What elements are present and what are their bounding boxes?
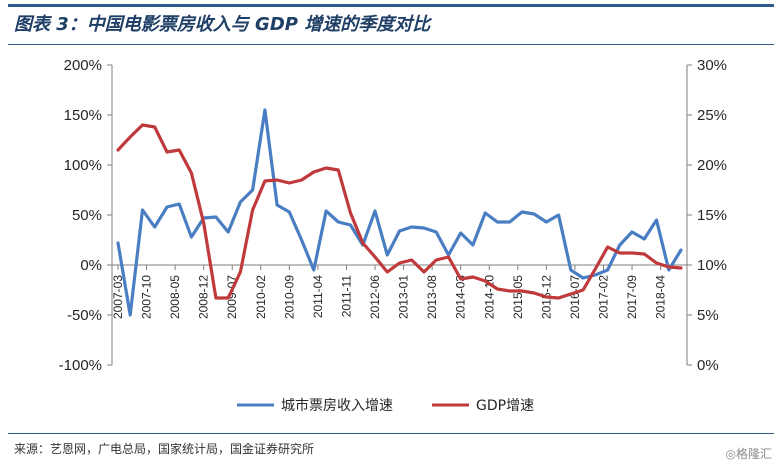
right-tick-label: 20% — [697, 157, 727, 174]
series-layer — [116, 108, 683, 317]
x-tick-label: 2012-06 — [368, 275, 382, 319]
x-tick-label: 2016-07 — [568, 275, 582, 319]
source-note: 来源：艺恩网，广电总局，国家统计局，国金证券研究所 — [14, 442, 315, 456]
x-tick-label: 2007-03 — [111, 275, 125, 319]
x-tick-label: 2017-02 — [596, 275, 610, 319]
left-tick-label: -50% — [67, 307, 102, 324]
right-axis-ticks: 30% 25% 20% 15% 10% 5% 0% — [687, 57, 727, 374]
left-tick-label: 100% — [64, 157, 102, 174]
top-rule — [8, 4, 774, 7]
series-line-gdp — [116, 123, 683, 300]
left-tick-label: 50% — [72, 207, 102, 224]
x-tick-label: 2013-08 — [425, 275, 439, 319]
x-tick-label: 2008-12 — [197, 275, 211, 319]
x-tick-label: 2014-03 — [454, 275, 468, 319]
left-tick-label: -100% — [59, 357, 102, 374]
chart: 200% 150% 100% 50% 0% -50% -100% 30% 25% 20% 15% 1… — [59, 57, 727, 414]
left-tick-label: 150% — [64, 107, 102, 124]
bottom-rule — [8, 433, 774, 434]
legend-label-gdp: GDP增速 — [476, 398, 534, 414]
right-tick-label: 5% — [697, 307, 719, 324]
x-tick-label: 2007-10 — [140, 275, 154, 319]
x-axis-ticks: 2007-03 2007-10 2008-05 2008-12 2009-07 2010-… — [111, 265, 668, 319]
x-tick-label: 2018-04 — [654, 275, 668, 319]
legend: 城市票房收入增速 GDP增速 — [237, 397, 534, 414]
x-tick-label: 2017-09 — [625, 275, 639, 319]
right-tick-label: 15% — [697, 207, 727, 224]
x-tick-label: 2015-05 — [511, 275, 525, 319]
title-rule — [8, 44, 774, 45]
right-tick-label: 10% — [697, 257, 727, 274]
left-axis-ticks: 200% 150% 100% 50% 0% -50% -100% — [59, 57, 112, 374]
left-tick-label: 200% — [64, 57, 102, 74]
series-line-box-office — [116, 108, 683, 317]
left-tick-label: 0% — [80, 257, 102, 274]
watermark-logo: ◎格隆汇 — [725, 447, 772, 461]
x-tick-label: 2010-09 — [282, 275, 296, 319]
x-tick-label: 2009-07 — [225, 275, 239, 319]
right-tick-label: 25% — [697, 107, 727, 124]
figure-title: 图表 3：中国电影票房收入与 GDP 增速的季度对比 — [14, 14, 431, 35]
x-tick-label: 2011-04 — [311, 275, 325, 318]
right-tick-label: 30% — [697, 57, 727, 74]
x-tick-label: 2008-05 — [168, 275, 182, 319]
x-tick-label: 2013-01 — [397, 275, 411, 319]
x-tick-label: 2011-11 — [339, 275, 353, 318]
legend-label-box-office: 城市票房收入增速 — [281, 397, 393, 414]
x-tick-label: 2010-02 — [254, 275, 268, 319]
right-tick-label: 0% — [697, 357, 719, 374]
